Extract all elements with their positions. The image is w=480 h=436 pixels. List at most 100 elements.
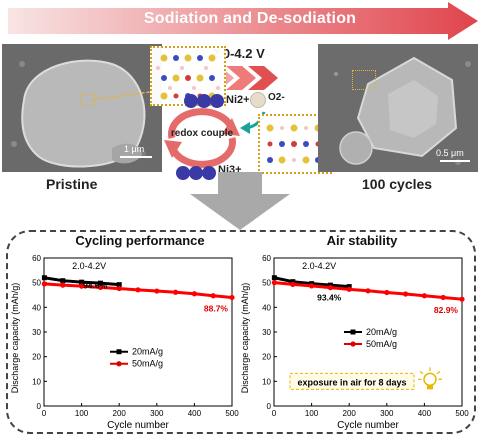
data-point [327, 285, 333, 291]
ni2-atom-icon [184, 92, 224, 108]
cycled-label: 100 cycles [362, 176, 433, 192]
air-exposure-note: exposure in air for 8 days [297, 377, 406, 387]
pristine-scale-label: 1 μm [124, 144, 145, 154]
oxygen-atom-icon [250, 92, 266, 108]
data-point [229, 294, 235, 301]
lightbulb-base [427, 385, 433, 390]
y-tick-label: 50 [262, 279, 271, 288]
data-point [271, 280, 277, 286]
data-point [346, 286, 352, 292]
data-point [271, 275, 277, 281]
y-tick-label: 20 [262, 353, 271, 362]
data-point [116, 285, 122, 292]
legend-marker-50 [116, 361, 122, 367]
y-tick-label: 20 [32, 353, 41, 362]
data-point [116, 282, 122, 288]
pristine-zoom-box [80, 94, 96, 106]
y-tick-label: 30 [32, 328, 41, 337]
y-tick-label: 30 [262, 328, 271, 337]
lightbulb-ray [419, 370, 424, 375]
y-axis-label: Discharge capacity (mAh/g) [10, 283, 20, 394]
data-point [79, 283, 85, 289]
down-arrow-icon [190, 172, 290, 230]
data-point [365, 288, 371, 294]
y-tick-label: 10 [32, 377, 41, 386]
legend-label-50: 50mA/g [132, 359, 163, 369]
x-tick-label: 100 [305, 409, 319, 418]
data-point [60, 278, 66, 284]
x-tick-label: 400 [418, 409, 432, 418]
data-point [309, 283, 315, 289]
voltage-window-label: 2.0-4.2V [302, 261, 336, 271]
cycled-zoom-box [352, 70, 376, 90]
legend-marker-20 [350, 329, 356, 335]
data-point [440, 294, 446, 301]
chart2-title: Air stability [326, 233, 398, 248]
x-tick-label: 0 [42, 409, 47, 418]
data-point [97, 284, 103, 290]
data-point [421, 293, 427, 299]
cycling-performance-chart: 0 100 200 300 400 500 0 10 20 30 40 50 60 Cycle numbe… [10, 254, 239, 431]
oxygen-label: O2- [268, 92, 285, 103]
retention-20-label: 94.6% [83, 281, 108, 291]
x-tick-label: 500 [225, 409, 239, 418]
data-point [173, 289, 179, 295]
data-point [346, 284, 352, 290]
redox-cycle-arrows [164, 108, 240, 168]
process-banner-arrow [8, 2, 478, 40]
y-tick-label: 0 [267, 402, 272, 411]
legend-marker-50 [350, 341, 356, 347]
legend-label-20: 20mA/g [366, 327, 397, 337]
data-point [97, 280, 103, 286]
chart1-title: Cycling performance [75, 233, 205, 248]
x-tick-label: 200 [343, 409, 357, 418]
data-point [210, 293, 216, 299]
air-exposure-note-box [289, 372, 415, 390]
retention-50-label: 82.9% [434, 305, 459, 315]
y-tick-label: 60 [262, 254, 271, 263]
data-point [79, 279, 85, 285]
data-point [41, 275, 47, 281]
x-tick-label: 0 [272, 409, 277, 418]
legend-label-20: 20mA/g [132, 347, 163, 357]
data-point [60, 282, 66, 288]
cycled-sem-image: 0.5 μm [318, 44, 478, 172]
data-point [384, 289, 390, 296]
x-tick-label: 300 [380, 409, 394, 418]
data-point [459, 296, 465, 302]
retention-20-label: 93.4% [317, 293, 342, 303]
y-axis-label: Discharge capacity (mAh/g) [240, 283, 250, 394]
data-point [154, 288, 160, 294]
y-tick-label: 60 [32, 254, 41, 263]
legend-marker-20 [116, 349, 122, 355]
x-axis-label: Cycle number [107, 420, 169, 431]
cycled-scale-label: 0.5 μm [436, 148, 464, 158]
legend-label-50: 50mA/g [366, 339, 397, 349]
voltage-window-label: 2.0-4.2V [72, 261, 106, 271]
ni2-label: Ni2+ [226, 94, 250, 106]
x-tick-label: 500 [455, 409, 469, 418]
data-point [403, 291, 409, 297]
x-tick-label: 400 [188, 409, 202, 418]
x-axis-label: Cycle number [337, 420, 399, 431]
data-point [41, 281, 47, 287]
y-tick-label: 10 [262, 377, 271, 386]
banner-title: Sodiation and De-sodiation [143, 10, 357, 27]
lightbulb-icon [423, 372, 437, 387]
pristine-connector-line [92, 91, 151, 101]
data-point [290, 281, 296, 287]
ni3-atom-icon [176, 164, 216, 187]
x-tick-label: 300 [150, 409, 164, 418]
x-tick-label: 200 [113, 409, 127, 418]
y-tick-label: 40 [262, 303, 271, 312]
retention-50-label: 88.7% [204, 303, 229, 313]
x-tick-label: 100 [75, 409, 89, 418]
y-tick-label: 50 [32, 279, 41, 288]
data-point [290, 279, 296, 285]
lightbulb-ray [436, 370, 441, 375]
pristine-sem-image: 1 μm [2, 44, 162, 172]
pristine-label: Pristine [46, 176, 98, 192]
y-tick-label: 0 [37, 402, 42, 411]
redox-couple-label: redox couple [170, 128, 234, 139]
data-point [135, 287, 141, 293]
